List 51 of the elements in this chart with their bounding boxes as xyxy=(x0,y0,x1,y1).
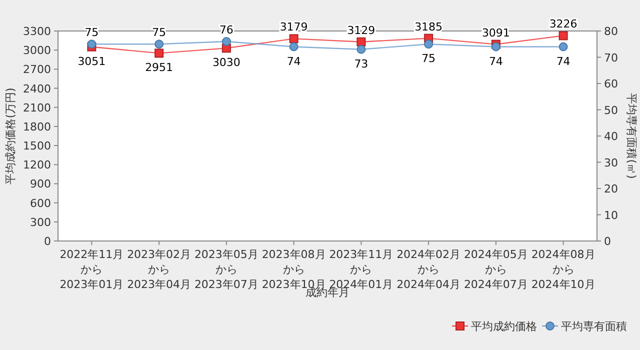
y2-tick-label: 70 xyxy=(604,51,618,64)
x-tick-label: 2024年08月から2024年10月 xyxy=(531,248,596,291)
y-tick-label: 2400 xyxy=(23,82,51,96)
y-tick-label: 900 xyxy=(30,178,51,191)
legend-label: 平均成約価格 xyxy=(471,320,537,333)
y-tick-label: 1800 xyxy=(23,120,51,134)
y-tick-label: 0 xyxy=(44,235,51,248)
data-label: 75 xyxy=(84,26,99,40)
y-tick-label: 3300 xyxy=(23,25,51,38)
data-label: 75 xyxy=(152,26,166,40)
y2-tick-label: 0 xyxy=(604,235,611,248)
data-label: 3091 xyxy=(482,26,510,40)
point xyxy=(289,34,298,44)
point xyxy=(154,48,164,58)
y2-tick-label: 50 xyxy=(604,104,618,117)
data-label: 3051 xyxy=(78,54,106,68)
y-axis-title: 平均成約価格(万円) xyxy=(4,88,17,184)
y2-axis-title: 平均専有面積(㎡) xyxy=(625,93,638,179)
x-tick-label: 2022年11月から2023年01月 xyxy=(60,248,124,291)
y-tick-label: 3000 xyxy=(23,44,51,58)
y2-tick-label: 10 xyxy=(604,208,618,222)
y-tick-label: 1500 xyxy=(23,140,51,153)
data-label: 2951 xyxy=(145,61,174,74)
y-tick-label: 300 xyxy=(30,216,51,229)
data-label: 3226 xyxy=(549,18,578,31)
x-tick-label: 2023年05月から2023年07月 xyxy=(194,248,258,291)
data-label: 3185 xyxy=(414,20,443,34)
data-label: 74 xyxy=(286,54,301,68)
y-tick-label: 2700 xyxy=(23,63,51,76)
y2-tick-label: 40 xyxy=(604,130,618,143)
point xyxy=(356,37,366,46)
x-tick-label: 2024年02月から2024年04月 xyxy=(396,248,461,291)
y-tick-label: 2100 xyxy=(23,101,51,114)
data-label: 76 xyxy=(219,24,234,36)
data-label: 3030 xyxy=(212,56,240,70)
y-tick-label: 1200 xyxy=(23,158,51,172)
y2-tick-label: 80 xyxy=(604,25,618,38)
data-label: 3179 xyxy=(280,20,308,34)
y-tick-label: 600 xyxy=(30,196,51,210)
x-tick-label: 2023年02月から2023年04月 xyxy=(127,248,192,291)
data-label: 74 xyxy=(488,54,503,68)
data-label: 73 xyxy=(354,57,368,70)
point xyxy=(558,31,568,40)
legend-label: 平均専有面積 xyxy=(561,320,627,333)
y2-tick-label: 30 xyxy=(604,156,618,170)
data-label: 3129 xyxy=(347,24,376,37)
y2-tick-label: 60 xyxy=(604,78,618,90)
y2-tick-label: 20 xyxy=(604,182,618,196)
data-label: 74 xyxy=(556,54,570,68)
data-label: 75 xyxy=(422,52,436,66)
x-tick-label: 2024年05月から2024年07月 xyxy=(464,248,528,291)
